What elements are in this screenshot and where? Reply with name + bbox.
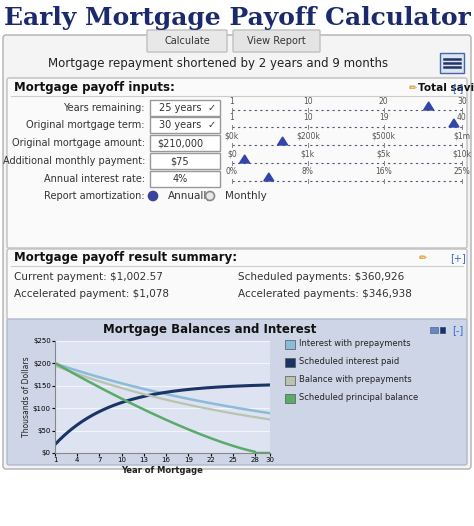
Polygon shape [424,102,434,110]
Text: 20: 20 [379,96,389,106]
Text: Mortgage payoff inputs:: Mortgage payoff inputs: [14,82,175,95]
Text: Mortgage Balances and Interest: Mortgage Balances and Interest [103,322,317,336]
Text: 25 years: 25 years [159,103,201,113]
Text: $210,000: $210,000 [157,138,203,148]
Text: Calculate: Calculate [164,36,210,46]
Circle shape [206,191,215,200]
FancyBboxPatch shape [150,117,220,133]
FancyBboxPatch shape [7,78,467,248]
Text: Scheduled payments: $360,926: Scheduled payments: $360,926 [238,272,404,282]
Polygon shape [240,155,250,163]
Text: Interest with prepayments: Interest with prepayments [299,339,410,349]
FancyBboxPatch shape [150,153,220,169]
FancyBboxPatch shape [150,171,220,187]
Text: [-]: [-] [452,83,464,93]
Text: Balance with prepayments: Balance with prepayments [299,376,412,385]
Text: 0%: 0% [226,167,238,177]
Text: Early Mortgage Payoff Calculator: Early Mortgage Payoff Calculator [4,6,470,30]
FancyBboxPatch shape [0,0,474,36]
Text: Accelerated payment: $1,078: Accelerated payment: $1,078 [14,289,169,299]
Text: 8%: 8% [302,167,314,177]
Text: Scheduled principal balance: Scheduled principal balance [299,393,418,402]
FancyBboxPatch shape [285,358,295,367]
Text: $0k: $0k [225,132,239,140]
Text: $500k: $500k [372,132,396,140]
Text: 30 years: 30 years [159,120,201,130]
Text: $75: $75 [171,156,189,166]
Text: Annually: Annually [168,191,213,201]
Text: 19: 19 [379,114,389,123]
Text: ✏: ✏ [419,253,427,263]
Text: Accelerated payments: $346,938: Accelerated payments: $346,938 [238,289,412,299]
FancyBboxPatch shape [430,327,438,333]
Y-axis label: Thousands of Dollars: Thousands of Dollars [22,357,31,437]
Text: $1k: $1k [301,149,315,158]
FancyBboxPatch shape [3,35,471,469]
FancyBboxPatch shape [7,249,467,320]
Text: ✏: ✏ [409,83,417,93]
X-axis label: Year of Mortgage: Year of Mortgage [121,466,203,475]
Text: $10k: $10k [453,149,472,158]
Text: Scheduled interest paid: Scheduled interest paid [299,358,399,367]
Text: $0: $0 [227,149,237,158]
Text: 1: 1 [229,96,234,106]
Text: 16%: 16% [375,167,392,177]
Text: $200k: $200k [296,132,320,140]
Text: ✓: ✓ [208,103,216,113]
Text: [-]: [-] [452,325,464,335]
Polygon shape [449,119,459,127]
FancyBboxPatch shape [147,30,227,52]
Polygon shape [264,173,274,181]
Circle shape [148,191,157,200]
Text: 4%: 4% [173,174,188,184]
Text: 30: 30 [457,96,467,106]
Text: Current payment: $1,002.57: Current payment: $1,002.57 [14,272,163,282]
Text: Monthly: Monthly [225,191,267,201]
Text: Report amortization:: Report amortization: [45,191,145,201]
FancyBboxPatch shape [150,135,220,151]
FancyBboxPatch shape [150,100,220,116]
FancyBboxPatch shape [440,327,445,333]
Text: $1m: $1m [454,132,471,140]
FancyBboxPatch shape [7,319,467,465]
Text: Mortgage repayment shortened by 2 years and 9 months: Mortgage repayment shortened by 2 years … [48,57,388,70]
FancyBboxPatch shape [440,53,464,73]
Text: 10: 10 [303,96,313,106]
Text: 1: 1 [229,114,234,123]
Text: $5k: $5k [377,149,391,158]
Text: Mortgage payoff result summary:: Mortgage payoff result summary: [14,251,237,265]
Text: 25%: 25% [454,167,470,177]
Text: Annual interest rate:: Annual interest rate: [44,174,145,184]
Text: View Report: View Report [246,36,305,46]
Text: Original mortgage term:: Original mortgage term: [27,120,145,130]
Text: Additional monthly payment:: Additional monthly payment: [3,156,145,166]
FancyBboxPatch shape [285,394,295,403]
Text: [+]: [+] [450,253,466,263]
Text: Years remaining:: Years remaining: [64,103,145,113]
FancyBboxPatch shape [233,30,320,52]
Polygon shape [278,137,288,145]
Text: Total savings $13,988: Total savings $13,988 [418,83,474,93]
FancyBboxPatch shape [285,340,295,349]
FancyBboxPatch shape [285,376,295,385]
Text: ✓: ✓ [208,120,216,130]
Text: 10: 10 [303,114,313,123]
Text: 40: 40 [457,114,467,123]
Text: Original mortgage amount:: Original mortgage amount: [12,138,145,148]
